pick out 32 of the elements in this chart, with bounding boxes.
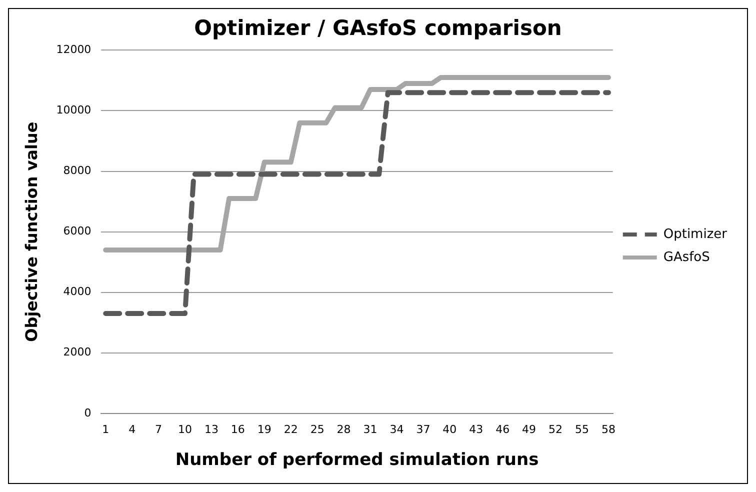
y-axis-title: Objective function value bbox=[22, 122, 41, 342]
y-tick-label: 0 bbox=[84, 406, 92, 420]
x-tick-label: 34 bbox=[390, 422, 404, 436]
x-tick-label: 52 bbox=[548, 422, 563, 436]
x-tick-label: 49 bbox=[522, 422, 536, 436]
x-tick-label: 16 bbox=[230, 422, 245, 436]
legend-label: Optimizer bbox=[663, 226, 728, 242]
legend-label: GAsfoS bbox=[663, 250, 710, 265]
y-tick-label: 10000 bbox=[56, 104, 92, 117]
x-tick-label: 40 bbox=[442, 422, 457, 436]
x-tick-label: 55 bbox=[574, 422, 589, 436]
x-tick-label: 25 bbox=[310, 422, 324, 436]
y-tick-label: 6000 bbox=[63, 224, 92, 238]
chart-title: Optimizer / GAsfoS comparison bbox=[194, 16, 562, 40]
x-tick-label: 43 bbox=[469, 422, 484, 436]
x-tick-label: 7 bbox=[155, 422, 162, 436]
x-tick-label: 37 bbox=[416, 422, 430, 436]
y-tick-label: 12000 bbox=[56, 43, 92, 56]
x-tick-label: 46 bbox=[496, 422, 510, 436]
x-tick-label: 19 bbox=[257, 422, 272, 436]
y-tick-label: 8000 bbox=[63, 164, 92, 178]
y-tick-label: 4000 bbox=[63, 285, 92, 298]
y-tick-label: 2000 bbox=[63, 346, 92, 359]
x-tick-label: 31 bbox=[363, 422, 378, 436]
x-tick-label: 1 bbox=[102, 422, 110, 436]
x-tick-label: 10 bbox=[178, 422, 192, 436]
x-tick-label: 4 bbox=[128, 422, 136, 436]
x-tick-label: 13 bbox=[204, 422, 218, 436]
x-tick-label: 22 bbox=[284, 422, 298, 436]
x-tick-label: 58 bbox=[601, 422, 616, 436]
x-axis-title: Number of performed simulation runs bbox=[175, 450, 539, 470]
x-tick-label: 28 bbox=[336, 422, 351, 436]
